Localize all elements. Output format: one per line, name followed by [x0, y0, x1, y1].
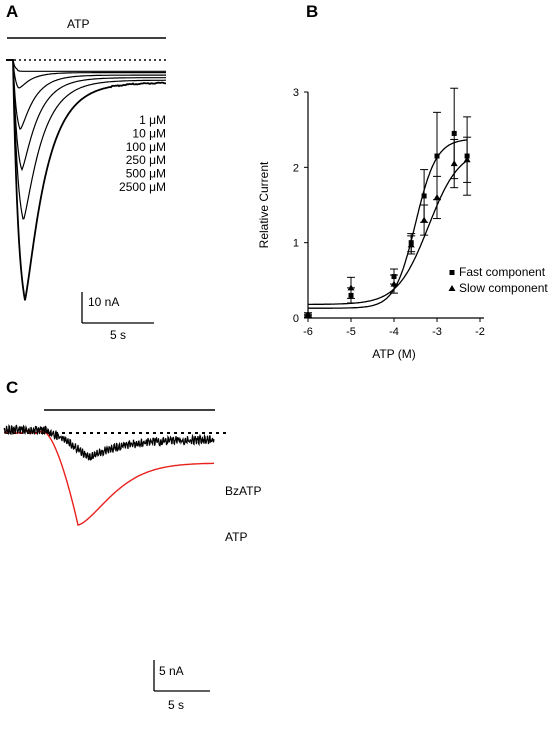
legend-square-marker	[449, 270, 455, 275]
slow-data-point	[347, 276, 355, 299]
x-tick-label: -2	[475, 326, 485, 338]
slow-data-point	[420, 204, 429, 236]
trace-2500-uM	[6, 59, 167, 301]
atp-trace	[3, 429, 214, 526]
concentration-label: 2500 μM	[119, 180, 166, 194]
scale-bar-current-label-c: 5 nA	[159, 664, 184, 678]
x-tick-label: -4	[389, 326, 399, 338]
slow-data-point	[407, 235, 416, 255]
concentration-label: 500 μM	[126, 167, 166, 181]
bzatp-trace	[3, 423, 215, 461]
panel-b-label: B	[306, 2, 318, 21]
trace-500-uM	[6, 59, 166, 220]
panel-c-label: C	[6, 378, 18, 397]
concentration-label: 100 μM	[126, 140, 166, 154]
y-tick-label: 0	[293, 313, 299, 325]
panel-a-label: A	[6, 2, 18, 21]
panel-c-traces: BzATP ATP 5 nA 5 s	[3, 409, 261, 712]
atp-trace-label: ATP	[225, 530, 247, 544]
y-tick-label: 1	[293, 238, 299, 250]
scale-bar-time-label: 5 s	[110, 328, 126, 342]
y-tick-label: 3	[293, 87, 299, 99]
y-tick-label: 2	[293, 162, 299, 174]
trace-100-uM	[6, 59, 166, 131]
x-tick-label: -6	[303, 326, 313, 338]
slow-data-point	[390, 274, 398, 294]
legend-entry: Fast component	[459, 265, 546, 279]
atp-stimulus-label: ATP	[67, 17, 89, 31]
x-tick-label: -5	[346, 326, 356, 338]
scale-bar-time-label-c: 5 s	[168, 698, 184, 712]
legend-entry: Slow component	[459, 281, 548, 295]
concentration-label: 10 μM	[132, 126, 166, 140]
slow-data-point	[450, 138, 459, 189]
bzatp-trace-label: BzATP	[225, 484, 261, 498]
concentration-label: 1 μM	[139, 113, 166, 127]
slow-data-point	[304, 310, 312, 317]
x-tick-label: -3	[432, 326, 442, 338]
slow-data-point	[433, 175, 441, 220]
legend-triangle-marker	[448, 285, 456, 291]
scale-bar-current-label: 10 nA	[88, 295, 119, 309]
x-axis-label: ATP (M)	[372, 347, 416, 361]
fit-curve-fast	[308, 139, 468, 309]
fit-curve-slow	[308, 159, 468, 306]
trace-1-uM	[6, 59, 166, 72]
trace-250-uM	[6, 59, 166, 172]
slow-data-point	[463, 136, 472, 183]
concentration-label: 250 μM	[126, 153, 166, 167]
y-axis-label: Relative Current	[257, 161, 271, 248]
trace-10-uM	[6, 59, 166, 89]
